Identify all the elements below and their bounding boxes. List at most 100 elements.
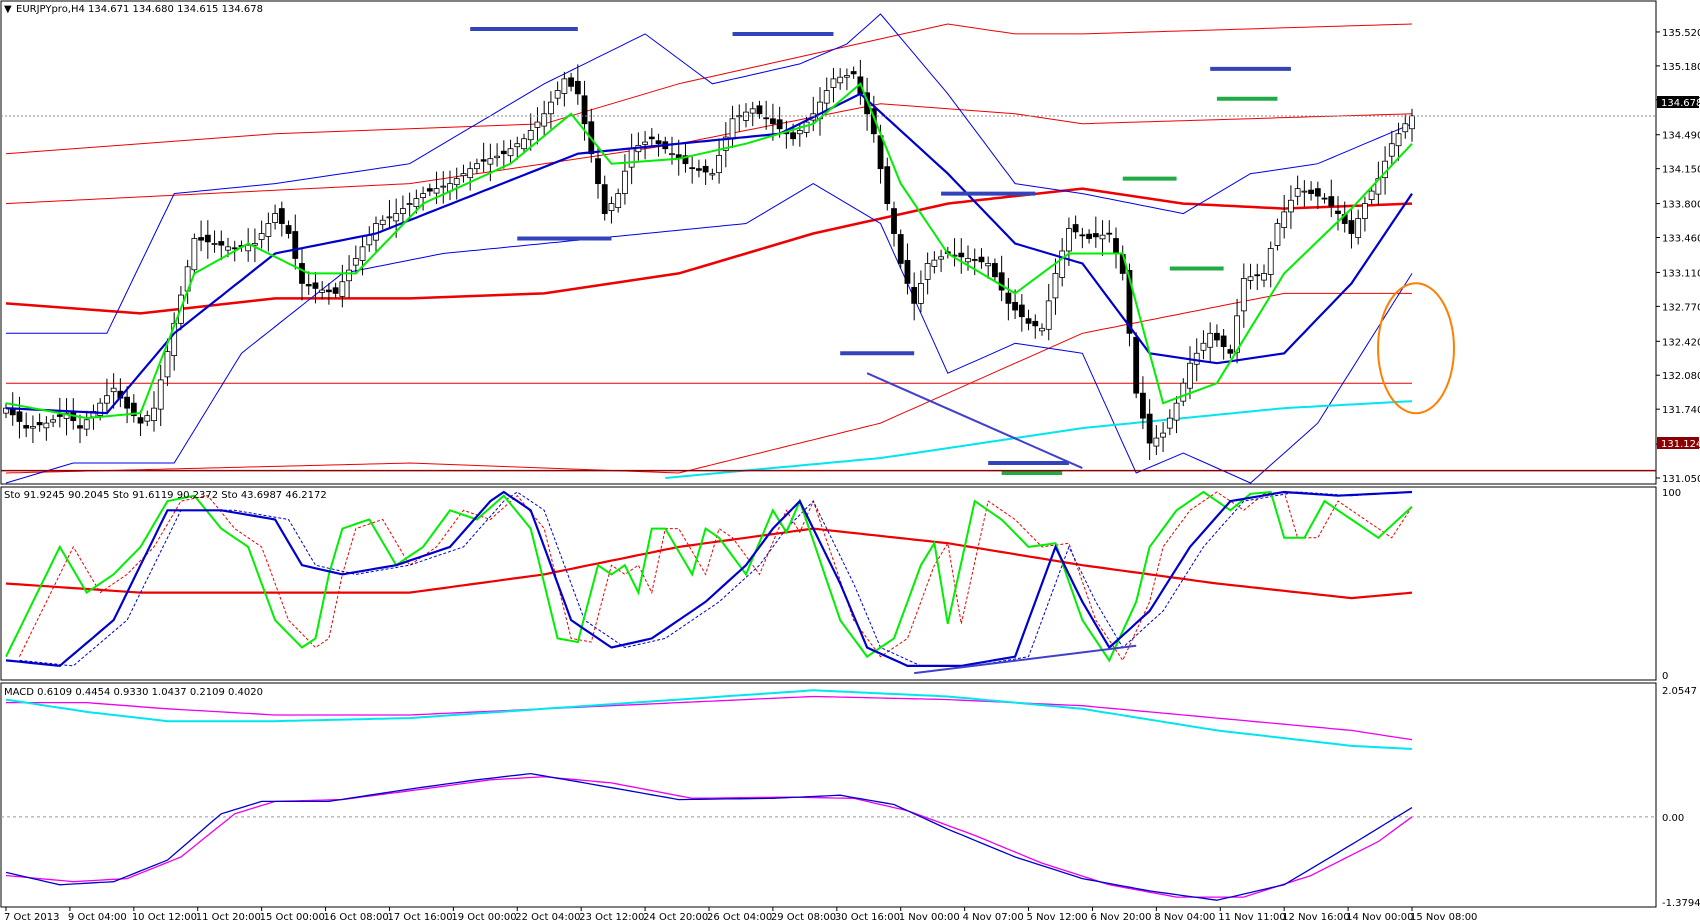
candle-body xyxy=(998,272,1005,291)
candle-body xyxy=(1261,273,1267,281)
price-pane xyxy=(1,13,1656,484)
candle-body xyxy=(938,256,944,260)
candle-body xyxy=(702,165,709,173)
time-tick-label: 23 Oct 12:00 xyxy=(579,912,644,923)
candle-body xyxy=(897,234,904,264)
candle-body xyxy=(918,283,924,304)
price-tick-label: 134.150 xyxy=(1662,165,1700,176)
time-tick-label: 26 Oct 04:00 xyxy=(707,912,772,923)
candle-body xyxy=(77,425,83,429)
dropdown-triangle-icon[interactable]: ▼ xyxy=(4,4,12,15)
candle-body xyxy=(837,76,844,84)
stoch-fast-k-line xyxy=(5,490,1413,663)
price-tick-label: 133.800 xyxy=(1662,200,1700,211)
candle-body xyxy=(561,78,568,94)
candle-body xyxy=(958,252,965,258)
candle-body xyxy=(696,168,702,171)
candle-body xyxy=(272,213,278,223)
candle-body xyxy=(157,379,164,410)
candle-body xyxy=(1079,234,1086,237)
candle-body xyxy=(1160,432,1166,438)
candle-body xyxy=(891,208,897,234)
candle-body xyxy=(756,105,763,115)
ohlc-values: 134.671 134.680 134.615 134.678 xyxy=(88,4,263,15)
candle-body xyxy=(130,402,137,417)
candle-body xyxy=(776,119,783,130)
candle-body xyxy=(844,75,850,78)
candle-body xyxy=(137,417,144,424)
candle-body xyxy=(1032,320,1039,327)
candle-body xyxy=(1402,123,1409,133)
candle-body xyxy=(1409,115,1415,130)
candle-body xyxy=(56,414,63,417)
candle-body xyxy=(1180,382,1187,402)
candle-body xyxy=(655,140,662,145)
candle-body xyxy=(1173,402,1180,421)
orange-ellipse xyxy=(1377,282,1455,415)
macd-pane-frame xyxy=(0,682,1657,908)
stoch-label: Sto 91.9245 90.2045 Sto 91.6119 90.2372 … xyxy=(4,490,327,501)
macd-line xyxy=(5,772,1413,901)
candle-body xyxy=(985,263,992,267)
candle-body xyxy=(433,188,440,194)
candle-body xyxy=(1140,392,1146,419)
price-tick-label: 133.460 xyxy=(1662,234,1700,245)
candle-body xyxy=(440,185,447,188)
candle-body xyxy=(1274,223,1281,246)
candle-body xyxy=(352,258,359,266)
candle-body xyxy=(97,402,104,416)
candle-body xyxy=(648,136,655,140)
candle-body xyxy=(554,90,561,99)
macd-tick-label: -1.3794 xyxy=(1662,898,1700,909)
candle-body xyxy=(709,173,716,176)
time-tick-label: 16 Oct 08:00 xyxy=(324,912,389,923)
time-tick-label: 22 Oct 04:00 xyxy=(515,912,580,923)
candle-body xyxy=(23,425,30,429)
time-tick-label: 17 Oct 16:00 xyxy=(387,912,452,923)
candle-body xyxy=(548,101,554,115)
candle-body xyxy=(500,150,507,155)
stoch-tick-label: 0 xyxy=(1662,671,1668,682)
candle-body xyxy=(1166,417,1173,429)
candle-body xyxy=(204,234,211,243)
last-price-badge-bg xyxy=(1657,96,1699,108)
candle-body xyxy=(319,289,326,293)
candle-body xyxy=(581,95,588,125)
candle-body xyxy=(1005,292,1012,304)
candle-body xyxy=(978,256,985,263)
candle-body xyxy=(790,132,796,140)
candle-body xyxy=(326,289,332,293)
candle-body xyxy=(245,244,252,252)
candle-body xyxy=(36,422,43,426)
candle-body xyxy=(420,193,426,198)
candle-body xyxy=(413,198,420,207)
candle-body xyxy=(729,118,736,140)
candle-body xyxy=(231,247,238,250)
candle-body xyxy=(474,163,480,170)
price-tick-label: 135.180 xyxy=(1662,62,1700,73)
candle-body xyxy=(608,203,615,211)
stoch-slow-signal-line xyxy=(19,491,1413,667)
candle-body xyxy=(595,158,601,185)
candle-body xyxy=(494,155,500,159)
time-tick-label: 29 Oct 08:00 xyxy=(771,912,836,923)
candle-body xyxy=(971,259,978,261)
time-tick-label: 5 Nov 12:00 xyxy=(1027,912,1088,923)
candle-body xyxy=(1247,276,1254,281)
price-tick-label: 131.050 xyxy=(1662,474,1700,485)
candle-body xyxy=(3,407,9,414)
candle-body xyxy=(104,395,110,404)
slow-ma-line xyxy=(5,92,1413,415)
candle-body xyxy=(682,155,689,165)
candle-body xyxy=(1133,336,1140,394)
candle-body xyxy=(1254,274,1261,277)
candle-body xyxy=(1018,304,1025,318)
envelope-line-4 xyxy=(5,292,1412,474)
candle-body xyxy=(83,419,90,430)
candle-body xyxy=(1348,220,1355,234)
candle-body xyxy=(1294,188,1301,197)
candle-body xyxy=(1012,301,1018,311)
candle-body xyxy=(796,130,803,135)
candle-body xyxy=(164,351,171,378)
candle-body xyxy=(191,238,198,271)
